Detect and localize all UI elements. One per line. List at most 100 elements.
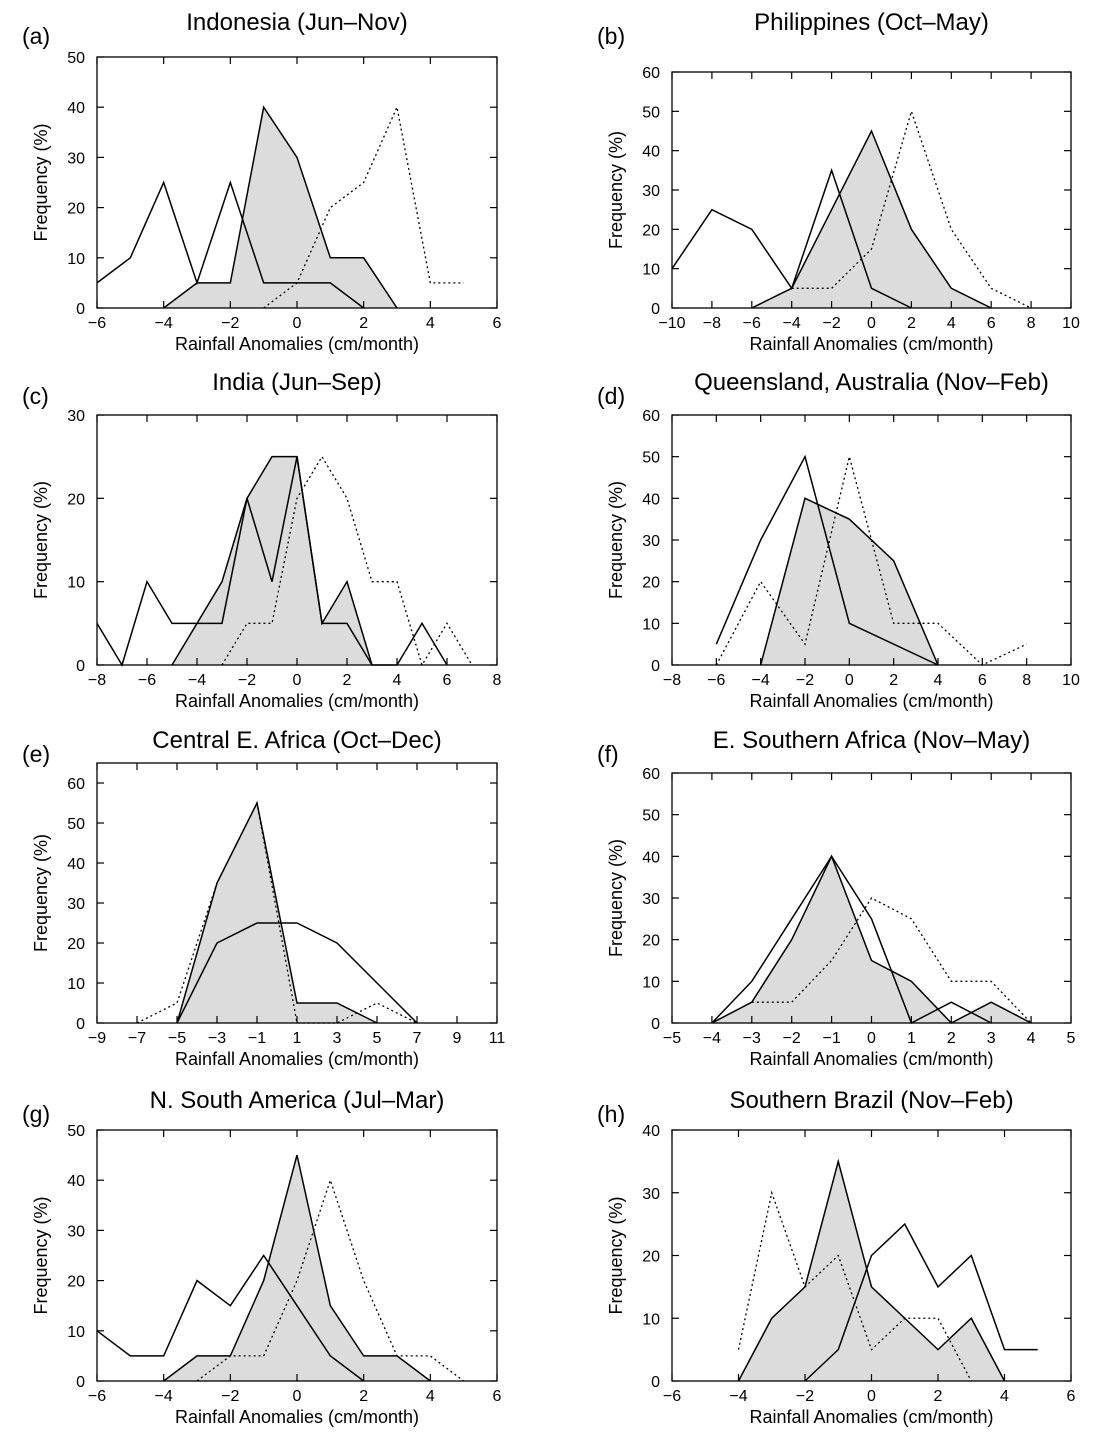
x-tick-label: 0 (867, 1388, 876, 1405)
series-line-solid (711, 854, 992, 1025)
y-tick-label: 20 (67, 201, 85, 218)
y-tick-label: 30 (67, 1223, 85, 1240)
y-axis-label: Frequency (%) (606, 131, 626, 249)
x-tick-label: 10 (1062, 315, 1080, 332)
x-tick-label: 6 (987, 315, 996, 332)
chart-title: India (Jun–Sep) (212, 369, 381, 396)
series-line-solid (96, 1254, 365, 1382)
panel-label: (b) (597, 23, 625, 49)
panel-label: (f) (597, 741, 619, 767)
x-tick-label: 2 (907, 315, 916, 332)
x-tick-label: 6 (1067, 1388, 1076, 1405)
x-tick-label: 0 (845, 672, 854, 689)
series-line-solid (96, 180, 365, 309)
x-tick-label: 9 (453, 1030, 462, 1047)
x-tick-label: 4 (934, 672, 943, 689)
y-tick-label: 60 (642, 408, 660, 425)
x-tick-label: −4 (729, 1388, 747, 1405)
y-tick-label: 0 (651, 658, 660, 675)
panel-h: −6 −4 −2 0 2 4 6 0 10 20 30 40 Southern Brazil (Nov–… (597, 1087, 1076, 1427)
y-tick-label: 10 (642, 262, 660, 279)
shaded-area (177, 803, 377, 1023)
y-axis-label: Frequency (%) (606, 839, 626, 957)
panel-b: −10 −8 −6 −4 −2 0 2 4 6 8 10 0 10 20 30 40 50 60 Philippin… (597, 9, 1080, 354)
y-tick-label: 10 (642, 616, 660, 633)
y-tick-label: 0 (76, 658, 85, 675)
x-tick-label: 8 (1027, 315, 1036, 332)
y-axis-label: Frequency (%) (31, 834, 51, 952)
shaded-area (711, 856, 1032, 1023)
x-tick-label: 7 (413, 1030, 422, 1047)
x-tick-label: −2 (221, 1388, 239, 1405)
y-tick-label: 50 (67, 50, 85, 67)
y-tick-label: 40 (67, 100, 85, 117)
x-tick-label: 6 (978, 672, 987, 689)
shaded-area (760, 498, 938, 665)
chart-title: Central E. Africa (Oct–Dec) (152, 727, 441, 754)
x-tick-label: −4 (783, 315, 801, 332)
y-tick-label: 40 (67, 856, 85, 873)
panel-label: (a) (22, 23, 50, 49)
y-tick-label: 20 (67, 1274, 85, 1291)
x-axis-label: Rainfall Anomalies (cm/month) (749, 334, 993, 354)
shaded-area (163, 1155, 431, 1381)
panel-c: −8 −6 −4 −2 0 2 4 6 8 0 10 20 30 India (Jun–Sep) (c) Ra… (22, 369, 502, 711)
y-tick-label: 20 (67, 491, 85, 508)
y-tick-label: 40 (642, 491, 660, 508)
x-tick-label: 4 (393, 672, 402, 689)
x-tick-label: −7 (128, 1030, 146, 1047)
x-tick-label: −6 (663, 1388, 681, 1405)
x-axis-label: Rainfall Anomalies (cm/month) (175, 1049, 419, 1069)
x-tick-label: −2 (822, 315, 840, 332)
x-tick-label: 6 (493, 1388, 502, 1405)
x-tick-label: 8 (1022, 672, 1031, 689)
series-line-dotted (737, 1190, 972, 1382)
series-line-shaded (737, 1158, 1006, 1382)
x-tick-label: −8 (88, 672, 106, 689)
x-tick-label: 3 (333, 1030, 342, 1047)
y-tick-label: 40 (67, 1173, 85, 1190)
x-tick-label: −6 (743, 315, 761, 332)
panel-label: (g) (22, 1101, 50, 1127)
y-tick-label: 0 (76, 1016, 85, 1033)
series-line-shaded (711, 854, 1032, 1024)
x-tick-label: −10 (658, 315, 685, 332)
x-tick-label: 3 (987, 1030, 996, 1047)
series-line-solid (176, 922, 418, 1024)
x-tick-label: 4 (947, 315, 956, 332)
y-tick-label: 20 (67, 936, 85, 953)
y-tick-label: 10 (642, 1311, 660, 1328)
series-line-solid (804, 1222, 1038, 1382)
panel-d: −8 −6 −4 −2 0 2 4 6 8 10 0 10 20 30 40 50 60 Queensland, … (597, 369, 1080, 711)
y-tick-label: 30 (642, 533, 660, 550)
x-tick-label: −2 (221, 315, 239, 332)
x-tick-label: 2 (343, 672, 352, 689)
panel-g: −6 −4 −2 0 2 4 6 0 10 20 30 40 50 N. South America (J… (22, 1087, 502, 1427)
y-axis-label: Frequency (%) (31, 1196, 51, 1314)
x-axis-label: Rainfall Anomalies (cm/month) (749, 1407, 993, 1427)
y-tick-label: 50 (642, 104, 660, 121)
x-tick-label: 11 (489, 1030, 506, 1047)
series-line-shaded (163, 1154, 431, 1382)
x-tick-label: 2 (889, 672, 898, 689)
x-tick-label: −2 (796, 672, 814, 689)
series-line-shaded (759, 497, 939, 666)
x-tick-label: 0 (293, 1388, 302, 1405)
y-tick-label: 30 (642, 183, 660, 200)
x-tick-label: 4 (1000, 1388, 1009, 1405)
x-tick-label: −1 (248, 1030, 266, 1047)
x-tick-label: 0 (867, 315, 876, 332)
chart-title: Southern Brazil (Nov–Feb) (729, 1087, 1013, 1114)
x-tick-label: 0 (867, 1030, 876, 1047)
chart-title: Philippines (Oct–May) (754, 9, 989, 36)
series-line-dotted (221, 455, 473, 667)
x-tick-label: −4 (155, 1388, 173, 1405)
x-tick-label: 1 (907, 1030, 916, 1047)
x-axis-label: Rainfall Anomalies (cm/month) (749, 1049, 993, 1069)
x-tick-label: −6 (88, 315, 106, 332)
series-line-shaded (163, 105, 398, 309)
x-tick-label: −2 (783, 1030, 801, 1047)
x-tick-label: 0 (293, 672, 302, 689)
panel-e: −9 −7 −5 −3 −1 1 3 5 7 9 11 0 10 20 30 40 50 60 Central E.… (22, 727, 505, 1069)
x-tick-label: 4 (426, 1388, 435, 1405)
